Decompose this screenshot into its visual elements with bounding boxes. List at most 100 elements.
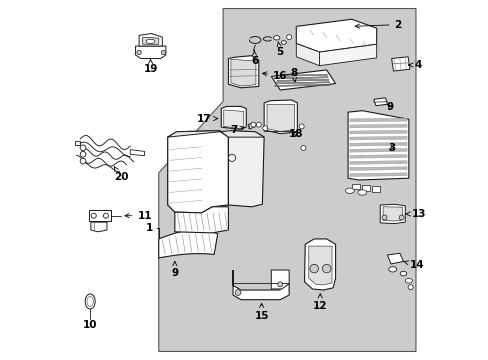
Polygon shape [275,82,329,84]
Polygon shape [349,167,406,170]
Circle shape [407,285,412,290]
Polygon shape [373,98,386,106]
Polygon shape [167,131,228,213]
Polygon shape [230,59,255,86]
Circle shape [256,122,261,127]
Polygon shape [271,270,288,289]
Ellipse shape [388,267,396,272]
Polygon shape [271,70,335,90]
Polygon shape [159,9,415,351]
Polygon shape [391,57,409,71]
Polygon shape [351,184,359,189]
Text: 10: 10 [83,320,97,330]
Polygon shape [349,143,406,146]
Polygon shape [224,110,244,129]
Text: 1: 1 [146,223,153,233]
Polygon shape [380,204,405,224]
Text: 4: 4 [407,60,421,70]
Polygon shape [228,131,264,207]
Polygon shape [278,77,327,79]
Polygon shape [228,56,258,88]
Circle shape [80,152,86,157]
Polygon shape [139,33,162,46]
Polygon shape [135,46,165,59]
Polygon shape [89,210,110,221]
Text: 12: 12 [312,294,327,311]
Polygon shape [233,270,288,300]
Polygon shape [296,19,376,52]
Polygon shape [266,104,294,131]
Polygon shape [247,123,255,129]
Circle shape [91,213,96,218]
Polygon shape [296,44,319,66]
Circle shape [398,215,404,220]
Ellipse shape [357,190,366,195]
Polygon shape [382,207,402,221]
Polygon shape [319,44,376,66]
Ellipse shape [405,278,411,283]
Circle shape [228,154,235,161]
Circle shape [137,50,141,55]
Ellipse shape [146,39,155,44]
Ellipse shape [281,41,285,44]
Circle shape [250,122,255,127]
Circle shape [235,290,241,296]
Polygon shape [91,222,107,232]
Polygon shape [221,107,246,129]
Text: 19: 19 [143,59,158,74]
Text: 6: 6 [250,51,258,66]
Polygon shape [167,131,264,137]
Text: 8: 8 [289,68,297,82]
Polygon shape [159,230,217,258]
Text: 9: 9 [171,262,178,278]
Ellipse shape [400,271,406,276]
Circle shape [161,50,165,55]
Polygon shape [349,124,406,128]
Polygon shape [349,149,406,152]
Polygon shape [75,141,80,145]
Polygon shape [349,130,406,134]
Ellipse shape [345,188,354,193]
Circle shape [322,264,330,273]
Circle shape [80,145,86,151]
Polygon shape [362,185,369,191]
Polygon shape [372,186,380,192]
Polygon shape [349,173,406,176]
Polygon shape [276,79,328,81]
Text: 18: 18 [288,129,303,139]
Circle shape [262,126,267,131]
Text: 11: 11 [125,211,151,221]
Text: 20: 20 [114,167,128,182]
Polygon shape [308,246,331,285]
Polygon shape [279,74,326,76]
Polygon shape [175,207,228,233]
Polygon shape [274,84,329,86]
Text: 15: 15 [254,303,268,321]
Circle shape [300,145,305,150]
Text: 17: 17 [197,113,217,123]
Polygon shape [347,111,408,180]
Polygon shape [386,253,403,264]
Text: 5: 5 [276,42,283,57]
Polygon shape [130,150,144,156]
Text: 13: 13 [405,209,426,219]
Circle shape [277,282,282,287]
Polygon shape [264,100,297,134]
Circle shape [309,264,318,273]
Text: 9: 9 [386,102,393,112]
Circle shape [286,35,291,40]
Polygon shape [349,161,406,164]
Circle shape [103,213,108,218]
Polygon shape [349,118,406,122]
Text: 16: 16 [262,71,287,81]
Ellipse shape [273,36,279,40]
Text: 3: 3 [387,143,394,153]
Text: 2: 2 [355,19,401,30]
Ellipse shape [85,294,95,309]
Circle shape [381,215,386,220]
Polygon shape [349,155,406,158]
Polygon shape [304,239,335,290]
Polygon shape [349,136,406,140]
Circle shape [80,158,86,164]
Circle shape [299,124,304,129]
